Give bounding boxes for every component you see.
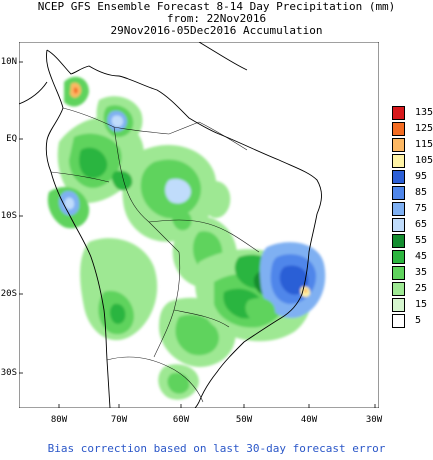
lon-label-70w: 70W bbox=[110, 415, 128, 425]
legend-label: 105 bbox=[415, 155, 433, 166]
lat-label-eq: EQ bbox=[6, 134, 17, 144]
lon-label-80w: 80W bbox=[50, 415, 68, 425]
legend-swatch bbox=[392, 106, 405, 120]
lon-label-60w: 60W bbox=[172, 415, 190, 425]
legend-swatch bbox=[392, 282, 405, 296]
legend-swatch bbox=[392, 266, 405, 280]
legend-label: 25 bbox=[415, 283, 428, 294]
graticule-ticks bbox=[19, 42, 379, 408]
map-title-line3: 29Nov2016-05Dec2016 Accumulation bbox=[110, 24, 323, 37]
legend-swatch bbox=[392, 122, 405, 136]
lon-label-50w: 50W bbox=[235, 415, 253, 425]
legend-swatch bbox=[392, 154, 405, 168]
precipitation-map bbox=[19, 42, 379, 408]
legend-label: 75 bbox=[415, 203, 428, 214]
legend-swatch bbox=[392, 234, 405, 248]
country-borders bbox=[50, 107, 260, 403]
legend-swatch bbox=[392, 298, 405, 312]
legend-swatch bbox=[392, 218, 405, 232]
legend-label: 35 bbox=[415, 267, 428, 278]
legend-label: 15 bbox=[415, 299, 428, 310]
legend-label: 5 bbox=[415, 315, 422, 326]
legend-label: 85 bbox=[415, 187, 428, 198]
legend-label: 45 bbox=[415, 251, 428, 262]
legend-swatch bbox=[392, 186, 405, 200]
lat-label-30s: 30S bbox=[0, 368, 17, 378]
coastlines bbox=[19, 42, 322, 408]
legend-swatch bbox=[392, 170, 405, 184]
lat-label-10n: 10N bbox=[0, 57, 17, 67]
lat-label-20s: 20S bbox=[0, 289, 17, 299]
bias-correction-note: Bias correction based on last 30-day for… bbox=[47, 442, 386, 455]
legend-label: 55 bbox=[415, 235, 428, 246]
legend-label: 65 bbox=[415, 219, 428, 230]
legend-label: 135 bbox=[415, 107, 433, 118]
legend-label: 95 bbox=[415, 171, 428, 182]
legend-swatch bbox=[392, 314, 405, 328]
lon-label-30w: 30W bbox=[365, 415, 383, 425]
legend-label: 115 bbox=[415, 139, 433, 150]
precip-fields bbox=[47, 76, 326, 400]
map-title-line2: from: 22Nov2016 bbox=[166, 12, 267, 25]
legend-swatch bbox=[392, 250, 405, 264]
lat-label-10s: 10S bbox=[0, 211, 17, 221]
lon-label-40w: 40W bbox=[300, 415, 318, 425]
legend-label: 125 bbox=[415, 123, 433, 134]
map-title-line1: NCEP GFS Ensemble Forecast 8-14 Day Prec… bbox=[37, 0, 396, 13]
legend-swatch bbox=[392, 202, 405, 216]
legend-swatch bbox=[392, 138, 405, 152]
